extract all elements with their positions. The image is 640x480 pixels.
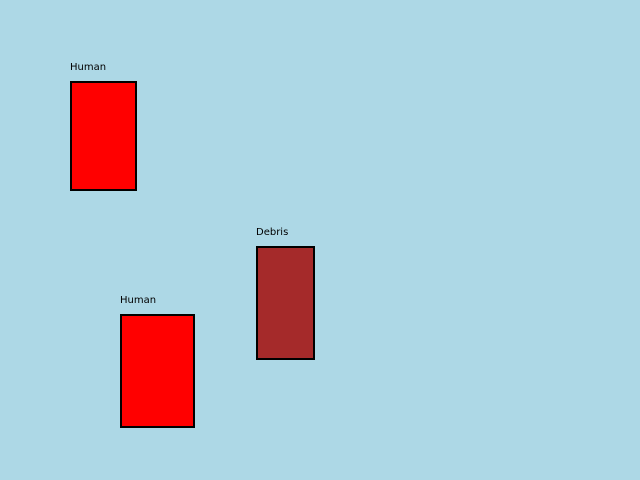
human-label: Human	[70, 62, 107, 73]
debris-label: Debris	[256, 227, 289, 238]
human-entity[interactable]	[70, 81, 137, 191]
debris-entity[interactable]	[256, 246, 315, 360]
human-label: Human	[120, 295, 157, 306]
human-entity[interactable]	[120, 314, 195, 428]
